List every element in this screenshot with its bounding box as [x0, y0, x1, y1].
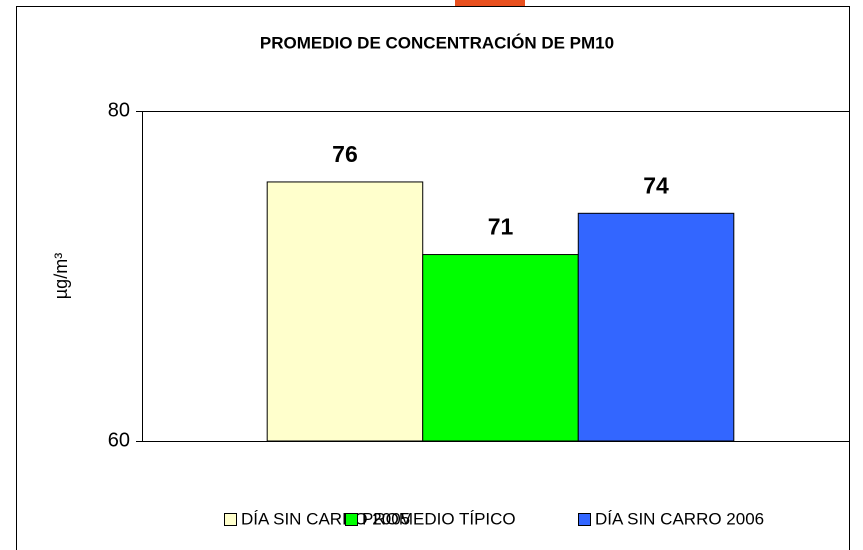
data-label: 71: [488, 214, 514, 240]
y-tick-label: 60: [108, 429, 130, 451]
legend-swatch: [578, 513, 591, 526]
legend-swatch: [345, 513, 358, 526]
legend-swatch: [224, 513, 237, 526]
legend-label: DÍA SIN CARRO 2006: [595, 509, 764, 528]
y-axis-label: µg/m³: [51, 253, 71, 299]
bar: [422, 254, 579, 442]
y-tick-label: 80: [108, 99, 130, 121]
bar: [577, 212, 735, 442]
legend-label: PROMEDIO TÍPICO: [362, 509, 516, 528]
chart-title: PROMEDIO DE CONCENTRACIÓN DE PM10: [260, 33, 614, 52]
bar: [266, 181, 424, 442]
data-label: 76: [332, 141, 358, 167]
legend-label: DÍA SIN CARRO 2005: [241, 509, 410, 528]
data-label: 74: [643, 172, 669, 198]
